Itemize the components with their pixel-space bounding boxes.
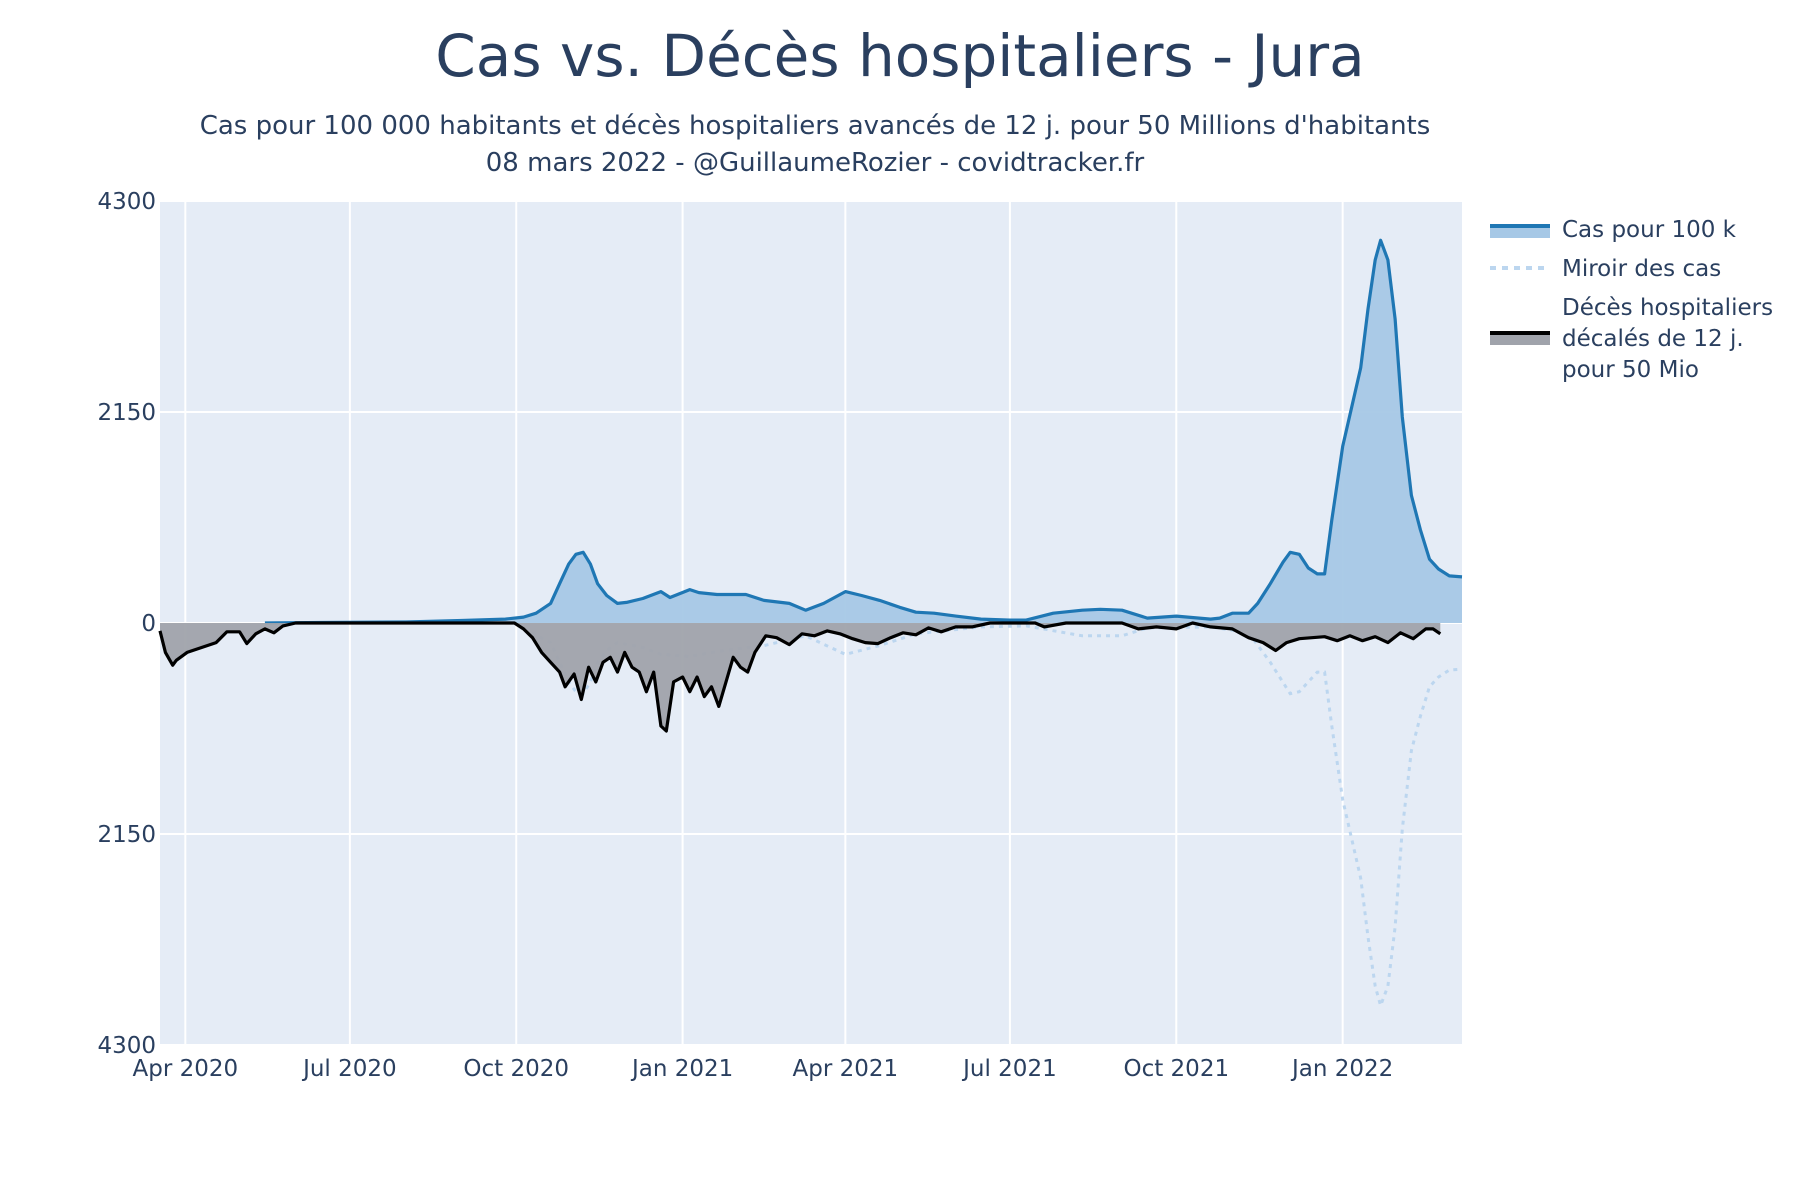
x-tick-label: Oct 2020 bbox=[463, 1056, 569, 1082]
y-tick-label: 2150 bbox=[97, 822, 156, 848]
legend-label-cases: Cas pour 100 k bbox=[1562, 217, 1737, 243]
series-layer bbox=[158, 238, 1463, 1011]
legend-item-mirror[interactable]: Miroir des cas bbox=[1490, 256, 1721, 282]
x-tick-label: Jul 2021 bbox=[961, 1056, 1057, 1082]
legend-label-mirror: Miroir des cas bbox=[1562, 256, 1721, 282]
x-tick-label: Jul 2020 bbox=[301, 1056, 397, 1082]
legend-item-cases[interactable]: Cas pour 100 k bbox=[1490, 217, 1737, 243]
y-tick-label: 0 bbox=[141, 611, 156, 637]
legend-label-deaths-line: décalés de 12 j. bbox=[1562, 326, 1744, 352]
cases-series-line bbox=[264, 238, 1463, 625]
x-tick-label: Apr 2021 bbox=[793, 1056, 899, 1082]
x-tick-label: Oct 2021 bbox=[1123, 1056, 1229, 1082]
deaths-series-line bbox=[158, 621, 1442, 733]
legend-swatch-cases-fill bbox=[1490, 226, 1550, 238]
legend-label-deaths-line: pour 50 Mio bbox=[1562, 357, 1699, 383]
cases-series-fill bbox=[264, 240, 1462, 624]
chart-subtitle: Cas pour 100 000 habitants et décès hosp… bbox=[0, 108, 1630, 182]
y-tick-label: 4300 bbox=[97, 1033, 156, 1059]
x-tick-label: Apr 2020 bbox=[132, 1056, 238, 1082]
legend-swatch-deaths-fill bbox=[1490, 333, 1550, 345]
x-tick-label: Jan 2021 bbox=[630, 1056, 733, 1082]
legend[interactable]: Cas pour 100 k Miroir des cas Décès hospit… bbox=[1490, 217, 1773, 383]
chart-title: Cas vs. Décès hospitaliers - Jura bbox=[435, 22, 1365, 90]
subtitle-line-2: 08 mars 2022 - @GuillaumeRozier - covidt… bbox=[485, 148, 1145, 178]
deaths-series-fill bbox=[160, 623, 1441, 731]
y-tick-label: 4300 bbox=[97, 189, 156, 215]
y-tick-label: 2150 bbox=[97, 400, 156, 426]
subtitle-line-1: Cas pour 100 000 habitants et décès hosp… bbox=[199, 111, 1431, 141]
legend-item-deaths[interactable]: Décès hospitaliers décalés de 12 j. pour 5… bbox=[1490, 295, 1773, 383]
x-tick-label: Jan 2022 bbox=[1290, 1056, 1393, 1082]
legend-label-deaths-line: Décès hospitaliers bbox=[1562, 295, 1773, 321]
